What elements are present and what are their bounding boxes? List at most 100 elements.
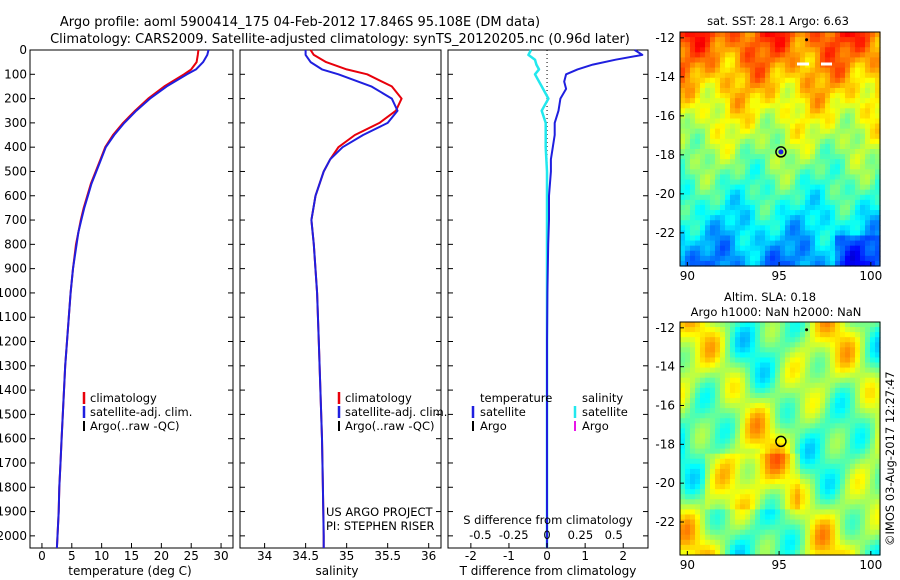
map-cell <box>870 37 876 43</box>
map-cell <box>810 240 816 247</box>
map-cell <box>845 72 851 79</box>
map-cell <box>800 189 806 196</box>
map-cell <box>825 468 831 475</box>
map-cell <box>750 72 756 79</box>
map-cell <box>700 549 706 556</box>
map-cell <box>820 428 826 435</box>
map-cell <box>760 443 766 450</box>
map-cell <box>715 499 721 505</box>
map-cell <box>835 408 841 414</box>
map-cell <box>830 87 836 94</box>
map-cell <box>700 133 706 140</box>
map-cell <box>810 245 816 252</box>
map-cell <box>805 77 811 84</box>
map-cell <box>740 332 746 338</box>
map-cell <box>730 199 736 206</box>
map-cell <box>700 463 706 470</box>
map-cell <box>765 514 771 521</box>
map-cell <box>785 93 791 99</box>
map-cell <box>835 509 841 516</box>
map-cell <box>710 499 716 505</box>
map-cell <box>715 484 721 490</box>
map-cell <box>730 57 736 64</box>
map-cell <box>835 448 841 455</box>
map-cell <box>700 82 706 89</box>
map-cell <box>775 260 781 267</box>
map-cell <box>865 544 871 551</box>
map-cell <box>745 169 751 176</box>
map-cell <box>790 108 796 114</box>
salinity-xtick-label: 34.5 <box>292 549 319 563</box>
map-cell <box>815 458 821 465</box>
map-cell <box>740 387 746 394</box>
map-cell <box>805 194 811 201</box>
map-cell <box>725 179 731 186</box>
map-cell <box>850 403 856 409</box>
map-cell <box>840 337 846 343</box>
map-cell <box>680 332 686 338</box>
map-cell <box>805 103 811 109</box>
map-cell <box>800 443 806 450</box>
map-cell <box>775 408 781 414</box>
map-cell <box>740 47 746 53</box>
map-cell <box>690 42 696 48</box>
map-cell <box>710 47 716 53</box>
map-cell <box>770 37 776 43</box>
map-cell <box>855 128 861 135</box>
map-cell <box>875 509 881 516</box>
map-cell <box>810 428 816 435</box>
map-cell <box>815 342 821 348</box>
map-cell <box>790 453 796 460</box>
map-cell <box>730 403 736 409</box>
map-cell <box>725 133 731 140</box>
map-cell <box>710 357 716 364</box>
map-cell <box>715 448 721 455</box>
map-cell <box>850 428 856 435</box>
map-cell <box>835 463 841 470</box>
map-cell <box>775 367 781 374</box>
map-cell <box>765 194 771 201</box>
map-cell <box>715 509 721 516</box>
map-cell <box>680 133 686 140</box>
map-cell <box>695 403 701 409</box>
map-cell <box>790 235 796 242</box>
depth-tick-label: 1400 <box>0 383 27 397</box>
map-cell <box>820 448 826 455</box>
map-cell <box>870 438 876 445</box>
map-cell <box>680 473 686 480</box>
map-cell <box>830 347 836 353</box>
map-cell <box>780 463 786 470</box>
map-cell <box>695 423 701 429</box>
map-cell <box>680 352 686 359</box>
map-cell <box>840 199 846 206</box>
map-cell <box>705 240 711 247</box>
map-cell <box>765 133 771 140</box>
map-cell <box>835 382 841 389</box>
map-cell <box>780 113 786 120</box>
map-cell <box>780 428 786 435</box>
map-cell <box>815 413 821 419</box>
map-cell <box>850 118 856 125</box>
map-cell <box>695 260 701 267</box>
map-cell <box>845 428 851 435</box>
map-cell <box>865 169 871 176</box>
map-cell <box>820 382 826 389</box>
map-cell <box>840 77 846 84</box>
map-cell <box>680 210 686 216</box>
map-cell <box>845 438 851 445</box>
map-cell <box>870 62 876 69</box>
map-cell <box>850 463 856 470</box>
map-cell <box>685 67 691 74</box>
map-cell <box>875 72 881 79</box>
map-cell <box>810 468 816 475</box>
map-cell <box>750 352 756 359</box>
map-cell <box>710 403 716 409</box>
map-cell <box>755 534 761 541</box>
map-cell <box>690 143 696 150</box>
map-cell <box>800 82 806 89</box>
map-cell <box>765 57 771 64</box>
map-cell <box>860 67 866 74</box>
map-cell <box>750 225 756 231</box>
map-cell <box>850 204 856 211</box>
map-cell <box>835 362 841 369</box>
